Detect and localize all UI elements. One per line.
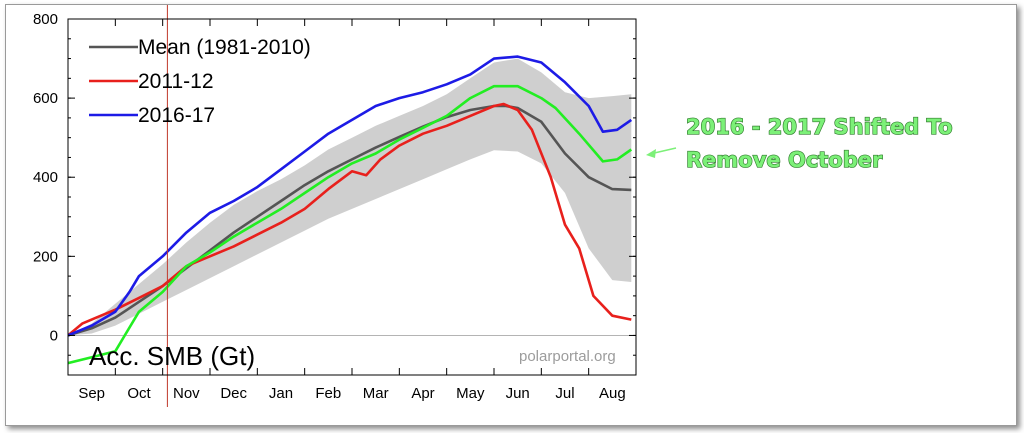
x-tick-label: Jun — [506, 385, 530, 402]
legend: Mean (1981-2010) 2011-12 2016-17 — [89, 36, 311, 127]
legend-label: Mean (1981-2010) — [138, 36, 311, 59]
axes: 0 200 400 600 800 Sep Oct Nov Dec Jan Feb Mar Apr May… — [33, 11, 637, 402]
annotation: 2016 - 2017 Shifted To Remove October — [646, 114, 953, 173]
x-tick-label: Apr — [411, 385, 434, 402]
y-tick-label: 0 — [50, 327, 58, 344]
x-tick-label: Nov — [173, 385, 200, 402]
plot-clip-group — [68, 55, 636, 365]
annotation-text: Remove October — [686, 148, 883, 172]
x-tick-label: Jan — [269, 385, 293, 402]
chart-canvas: 0 200 400 600 800 Sep Oct Nov Dec Jan Feb Mar Apr May… — [33, 5, 953, 407]
x-tick-label: Aug — [599, 385, 626, 402]
x-tick-label: May — [456, 385, 485, 402]
y-tick-label: 200 — [33, 248, 58, 265]
y-tick-label: 800 — [33, 11, 58, 28]
series-line-1 — [68, 102, 632, 337]
x-tick-label: Mar — [363, 385, 389, 402]
y-tick-label: 600 — [33, 90, 58, 107]
annotation-text: 2016 - 2017 Shifted To — [686, 115, 953, 139]
chart-frame: 0 200 400 600 800 Sep Oct Nov Dec Jan Feb Mar Apr May… — [5, 4, 1017, 426]
series-line-2 — [68, 55, 633, 337]
legend-label: 2016-17 — [138, 104, 215, 127]
plot-area — [68, 5, 636, 407]
credit-text: polarportal.org — [519, 348, 616, 365]
x-tick-label: Dec — [220, 385, 247, 402]
range-band — [68, 58, 632, 336]
y-axis-label: Acc. SMB (Gt) — [89, 341, 255, 371]
legend-label: 2011-12 — [138, 70, 214, 93]
x-tick-label: Jul — [555, 385, 574, 402]
x-tick-label: Sep — [78, 385, 105, 402]
series-line-3 — [68, 84, 633, 365]
y-tick-label: 400 — [33, 169, 58, 186]
x-tick-label: Oct — [127, 385, 151, 402]
x-tick-label: Feb — [315, 385, 341, 402]
annotation-arrowhead — [646, 149, 656, 158]
